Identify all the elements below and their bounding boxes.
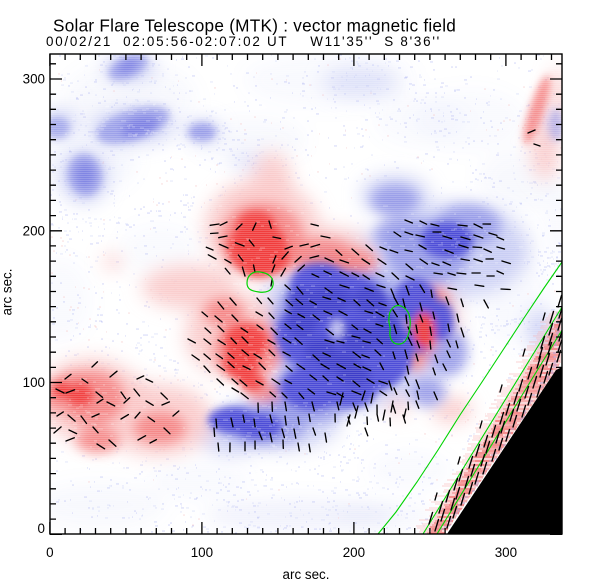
svg-text:arc sec.: arc sec. — [283, 567, 330, 582]
svg-text:300: 300 — [23, 72, 45, 87]
svg-text:00/02/21 02:05:56-02:07:02 UT: 00/02/21 02:05:56-02:07:02 UT W11'35'' S… — [46, 34, 441, 49]
svg-text:200: 200 — [343, 545, 365, 560]
svg-text:0: 0 — [38, 521, 45, 536]
svg-text:200: 200 — [23, 224, 45, 239]
svg-text:300: 300 — [495, 545, 517, 560]
svg-text:100: 100 — [191, 545, 213, 560]
svg-text:100: 100 — [23, 375, 45, 390]
svg-text:0: 0 — [46, 545, 53, 560]
svg-text:arc sec.: arc sec. — [0, 269, 15, 316]
svg-text:Solar Flare Telescope (MTK) :: Solar Flare Telescope (MTK) : vector mag… — [53, 16, 456, 36]
